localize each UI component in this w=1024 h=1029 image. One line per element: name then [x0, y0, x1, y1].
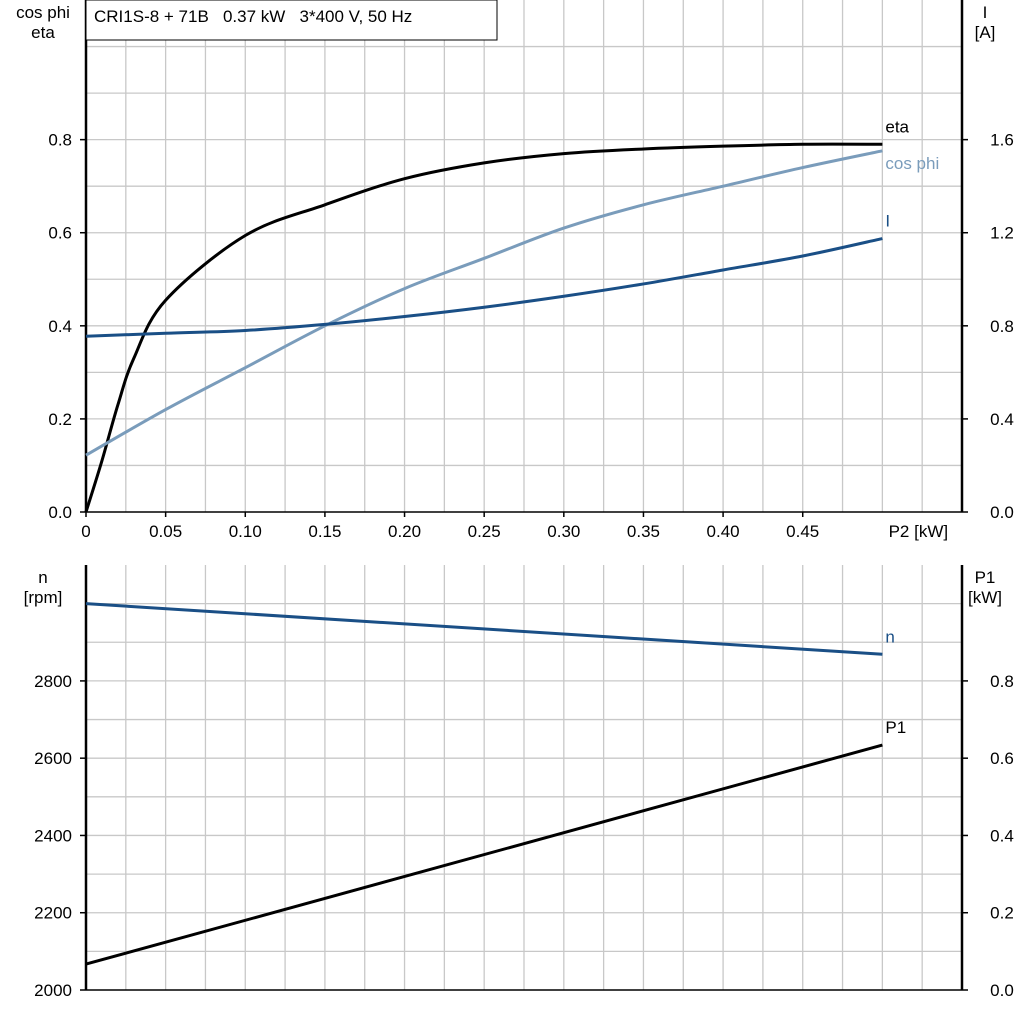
y-axis-label-left: cos phi [16, 3, 70, 22]
y-tick-label-left: 2600 [34, 749, 72, 768]
y-tick-label-right: 0.6 [990, 749, 1014, 768]
y-axis-label-left: n [38, 568, 47, 587]
y-axis-label-left: eta [31, 23, 55, 42]
chart-title: CRI1S-8 + 71B 0.37 kW 3*400 V, 50 Hz [94, 7, 412, 26]
bottom-chart: 200022002400260028000.00.20.40.60.8n[rpm… [24, 565, 1014, 1000]
x-tick-label: 0.05 [149, 522, 182, 541]
x-tick-label: 0.45 [786, 522, 819, 541]
x-tick-label: 0.40 [707, 522, 740, 541]
title-box [85, 0, 498, 41]
series-label-I: I [885, 212, 890, 231]
y-tick-label-right: 0.4 [990, 826, 1014, 845]
series-line-P1 [85, 743, 883, 966]
y-tick-label-right: 0.0 [990, 981, 1014, 1000]
y-tick-label-right: 0.4 [990, 410, 1014, 429]
y-tick-label-right: 1.6 [990, 131, 1014, 150]
y-tick-label-left: 0.2 [48, 410, 72, 429]
x-tick-label: 0.35 [627, 522, 660, 541]
series-line-cos-phi [85, 149, 883, 457]
x-tick-label: 0.20 [388, 522, 421, 541]
y-tick-label-left: 0.4 [48, 317, 72, 336]
x-axis-label: P2 [kW] [889, 522, 949, 541]
top-chart: 0.0 0.2 0.4 0.6 0.8 0.0 0.4 0.8 1.2 1.6 0 0.05 0.10 0… [16, 0, 1014, 541]
y-axis-label-right: I [983, 3, 988, 22]
y-tick-label-right: 0.2 [990, 904, 1014, 923]
y-tick-label-right: 0.8 [990, 672, 1014, 691]
x-tick-label: 0.10 [229, 522, 262, 541]
x-tick-label: 0.30 [547, 522, 580, 541]
y-tick-label-left: 0.0 [48, 503, 72, 522]
x-tick-label: 0.15 [308, 522, 341, 541]
y-tick-label-left: 2200 [34, 904, 72, 923]
y-tick-label-right: 1.2 [990, 224, 1014, 243]
y-tick-label-left: 2800 [34, 672, 72, 691]
y-axis-label-right: [A] [975, 23, 996, 42]
series-label-cos-phi: cos phi [885, 154, 939, 173]
y-tick-label-left: 2000 [34, 981, 72, 1000]
y-tick-label-right: 0.0 [990, 503, 1014, 522]
series-line-I [85, 237, 883, 338]
x-tick-label: 0 [81, 522, 90, 541]
y-axis-label-right: [kW] [968, 588, 1002, 607]
series-label-P1: P1 [885, 718, 906, 737]
series-label-n: n [885, 627, 894, 646]
series-label-eta: eta [885, 117, 909, 136]
y-tick-label-left: 0.6 [48, 224, 72, 243]
y-tick-label-left: 2400 [34, 826, 72, 845]
series-line-n [85, 602, 883, 656]
y-axis-label-left: [rpm] [24, 588, 63, 607]
y-tick-label-left: 0.8 [48, 131, 72, 150]
series-line-eta [84, 142, 883, 513]
x-tick-label: 0.25 [468, 522, 501, 541]
y-axis-label-right: P1 [975, 568, 996, 587]
y-tick-label-right: 0.8 [990, 317, 1014, 336]
